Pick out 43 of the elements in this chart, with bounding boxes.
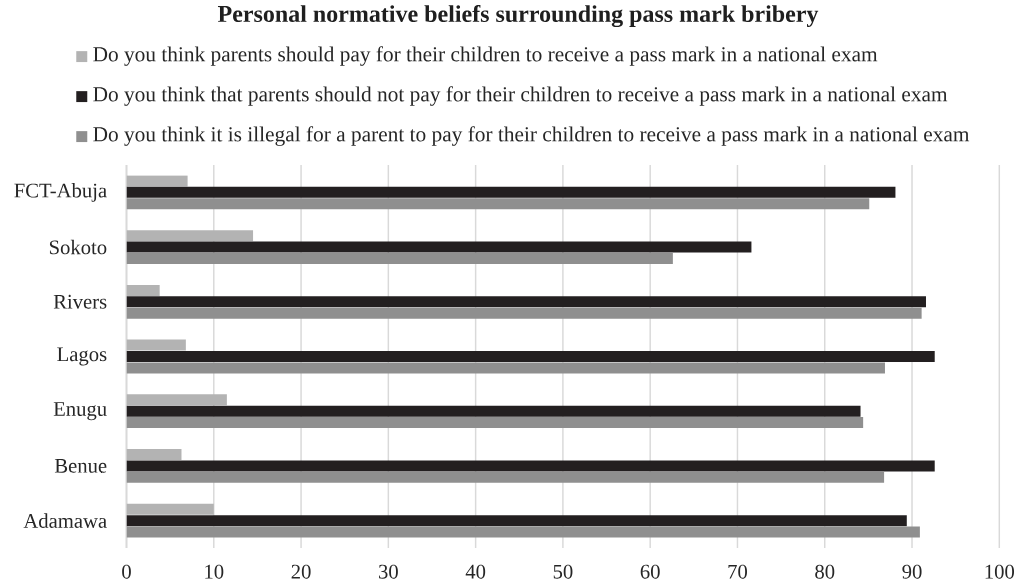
bar	[126, 526, 920, 538]
chart-title: Personal normative beliefs surrounding pass mark bribery	[217, 4, 819, 28]
bar	[126, 284, 160, 296]
legend-label: Do you think that parents should not pay for their children to receive a pass mark in a national exam	[93, 86, 948, 106]
bar	[126, 471, 885, 483]
bar	[126, 503, 214, 515]
bar	[126, 296, 926, 308]
x-tick-label: 30	[378, 564, 398, 579]
y-tick-label: Sokoto	[49, 239, 107, 255]
x-tick-label: 70	[728, 564, 747, 579]
x-tick-label: 90	[902, 564, 922, 579]
bar	[126, 449, 182, 461]
bar	[126, 339, 186, 351]
bar	[126, 515, 907, 527]
bar	[126, 405, 861, 417]
x-tick-label: 60	[640, 564, 660, 579]
bar	[126, 460, 935, 472]
bar	[126, 230, 254, 242]
x-tick-label: 40	[465, 564, 486, 579]
y-tick-label: Enugu	[53, 402, 107, 421]
bar	[126, 186, 896, 198]
x-tick-label: 80	[815, 564, 835, 579]
bar	[126, 394, 227, 406]
legend-label: Do you think it is illegal for a parent to pay for their children to receive a pass mark in a national exam	[93, 126, 970, 146]
bar	[126, 362, 885, 374]
x-tick-label: 20	[291, 564, 311, 579]
bar	[126, 198, 870, 210]
bar	[126, 252, 673, 264]
y-tick-label: Lagos	[57, 347, 107, 366]
bar	[126, 351, 935, 362]
bar	[126, 417, 864, 429]
x-tick-label: 50	[553, 564, 573, 579]
bar	[126, 307, 922, 319]
bar	[126, 175, 188, 187]
x-tick-label: 100	[985, 564, 1015, 579]
y-tick-label: FCT-Abuja	[14, 182, 107, 202]
y-tick-label: Benue	[54, 459, 107, 473]
x-tick-label: 0	[122, 564, 131, 579]
y-tick-label: Rivers	[53, 294, 107, 309]
x-tick-label: 10	[205, 564, 224, 579]
legend-label: Do you think parents should pay for their children to receive a pass mark in a national exam	[93, 46, 878, 66]
y-tick-label: Adamawa	[23, 513, 107, 528]
bar	[126, 241, 752, 253]
